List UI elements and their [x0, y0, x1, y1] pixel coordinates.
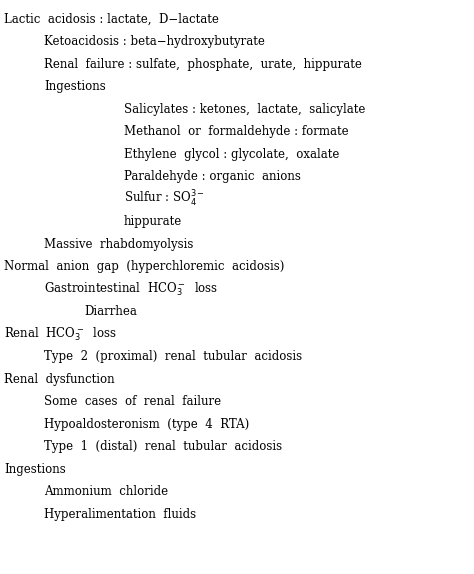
Text: Ingestions: Ingestions — [44, 80, 106, 93]
Text: Massive  rhabdomyolysis: Massive rhabdomyolysis — [44, 238, 193, 251]
Text: Sulfur : SO$_4^{3-}$: Sulfur : SO$_4^{3-}$ — [124, 189, 205, 210]
Text: Methanol  or  formaldehyde : formate: Methanol or formaldehyde : formate — [124, 125, 348, 138]
Text: Renal  HCO$_3^-$  loss: Renal HCO$_3^-$ loss — [4, 325, 117, 343]
Text: Renal  failure : sulfate,  phosphate,  urate,  hippurate: Renal failure : sulfate, phosphate, urat… — [44, 58, 362, 71]
Text: Type  2  (proximal)  renal  tubular  acidosis: Type 2 (proximal) renal tubular acidosis — [44, 350, 302, 363]
Text: Renal  dysfunction: Renal dysfunction — [4, 373, 115, 386]
Text: Hypoaldosteronism  (type  4  RTA): Hypoaldosteronism (type 4 RTA) — [44, 418, 249, 430]
Text: Ethylene  glycol : glycolate,  oxalate: Ethylene glycol : glycolate, oxalate — [124, 148, 339, 161]
Text: Normal  anion  gap  (hyperchloremic  acidosis): Normal anion gap (hyperchloremic acidosi… — [4, 260, 284, 273]
Text: hippurate: hippurate — [124, 215, 182, 228]
Text: Ingestions: Ingestions — [4, 463, 66, 476]
Text: Gastrointestinal  HCO$_3^-$  loss: Gastrointestinal HCO$_3^-$ loss — [44, 281, 219, 298]
Text: Ammonium  chloride: Ammonium chloride — [44, 485, 168, 498]
Text: Paraldehyde : organic  anions: Paraldehyde : organic anions — [124, 170, 301, 183]
Text: Diarrhea: Diarrhea — [84, 305, 137, 318]
Text: Salicylates : ketones,  lactate,  salicylate: Salicylates : ketones, lactate, salicyla… — [124, 103, 365, 116]
Text: Some  cases  of  renal  failure: Some cases of renal failure — [44, 395, 221, 408]
Text: Type  1  (distal)  renal  tubular  acidosis: Type 1 (distal) renal tubular acidosis — [44, 440, 282, 453]
Text: Lactic  acidosis : lactate,  D−lactate: Lactic acidosis : lactate, D−lactate — [4, 13, 219, 26]
Text: Ketoacidosis : beta−hydroxybutyrate: Ketoacidosis : beta−hydroxybutyrate — [44, 35, 265, 48]
Text: Hyperalimentation  fluids: Hyperalimentation fluids — [44, 508, 196, 521]
